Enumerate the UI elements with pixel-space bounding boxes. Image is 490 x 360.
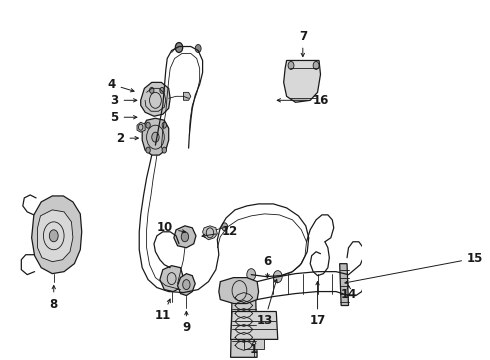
Polygon shape — [137, 122, 145, 132]
Circle shape — [195, 45, 201, 53]
Text: 8: 8 — [49, 285, 58, 311]
Circle shape — [49, 230, 58, 242]
Text: 9: 9 — [182, 311, 191, 334]
Text: 3: 3 — [110, 94, 137, 107]
Polygon shape — [219, 278, 259, 303]
Text: 2: 2 — [116, 132, 138, 145]
Polygon shape — [231, 311, 278, 339]
Text: 5: 5 — [110, 111, 137, 124]
Circle shape — [175, 42, 183, 53]
Polygon shape — [284, 60, 320, 102]
Polygon shape — [244, 339, 265, 349]
Text: 16: 16 — [277, 94, 329, 107]
Text: 4: 4 — [107, 78, 134, 92]
Circle shape — [222, 223, 228, 231]
Text: 6: 6 — [263, 255, 271, 278]
Text: 15: 15 — [345, 252, 484, 284]
Polygon shape — [231, 293, 257, 357]
Polygon shape — [32, 196, 82, 274]
Circle shape — [149, 87, 154, 93]
Circle shape — [288, 62, 294, 69]
Circle shape — [181, 232, 189, 242]
Circle shape — [146, 147, 150, 153]
Text: 12: 12 — [202, 225, 238, 238]
Circle shape — [247, 269, 256, 280]
Polygon shape — [160, 266, 183, 292]
Circle shape — [183, 280, 190, 289]
Polygon shape — [174, 226, 196, 248]
Circle shape — [146, 122, 150, 128]
Polygon shape — [177, 274, 195, 296]
Text: 17: 17 — [309, 282, 326, 328]
Polygon shape — [141, 82, 170, 116]
Circle shape — [160, 87, 164, 93]
Text: 13: 13 — [256, 279, 277, 328]
Polygon shape — [202, 226, 218, 240]
Polygon shape — [183, 92, 191, 100]
Circle shape — [313, 62, 319, 69]
Polygon shape — [38, 210, 73, 262]
Circle shape — [273, 271, 282, 283]
Text: 10: 10 — [157, 221, 186, 234]
Text: 1: 1 — [250, 340, 258, 356]
Polygon shape — [142, 118, 169, 155]
Circle shape — [162, 122, 167, 128]
Text: 11: 11 — [155, 299, 171, 323]
Circle shape — [152, 132, 159, 142]
Text: 7: 7 — [299, 30, 307, 57]
Text: 14: 14 — [341, 285, 358, 301]
Polygon shape — [340, 264, 348, 306]
Circle shape — [162, 147, 167, 153]
